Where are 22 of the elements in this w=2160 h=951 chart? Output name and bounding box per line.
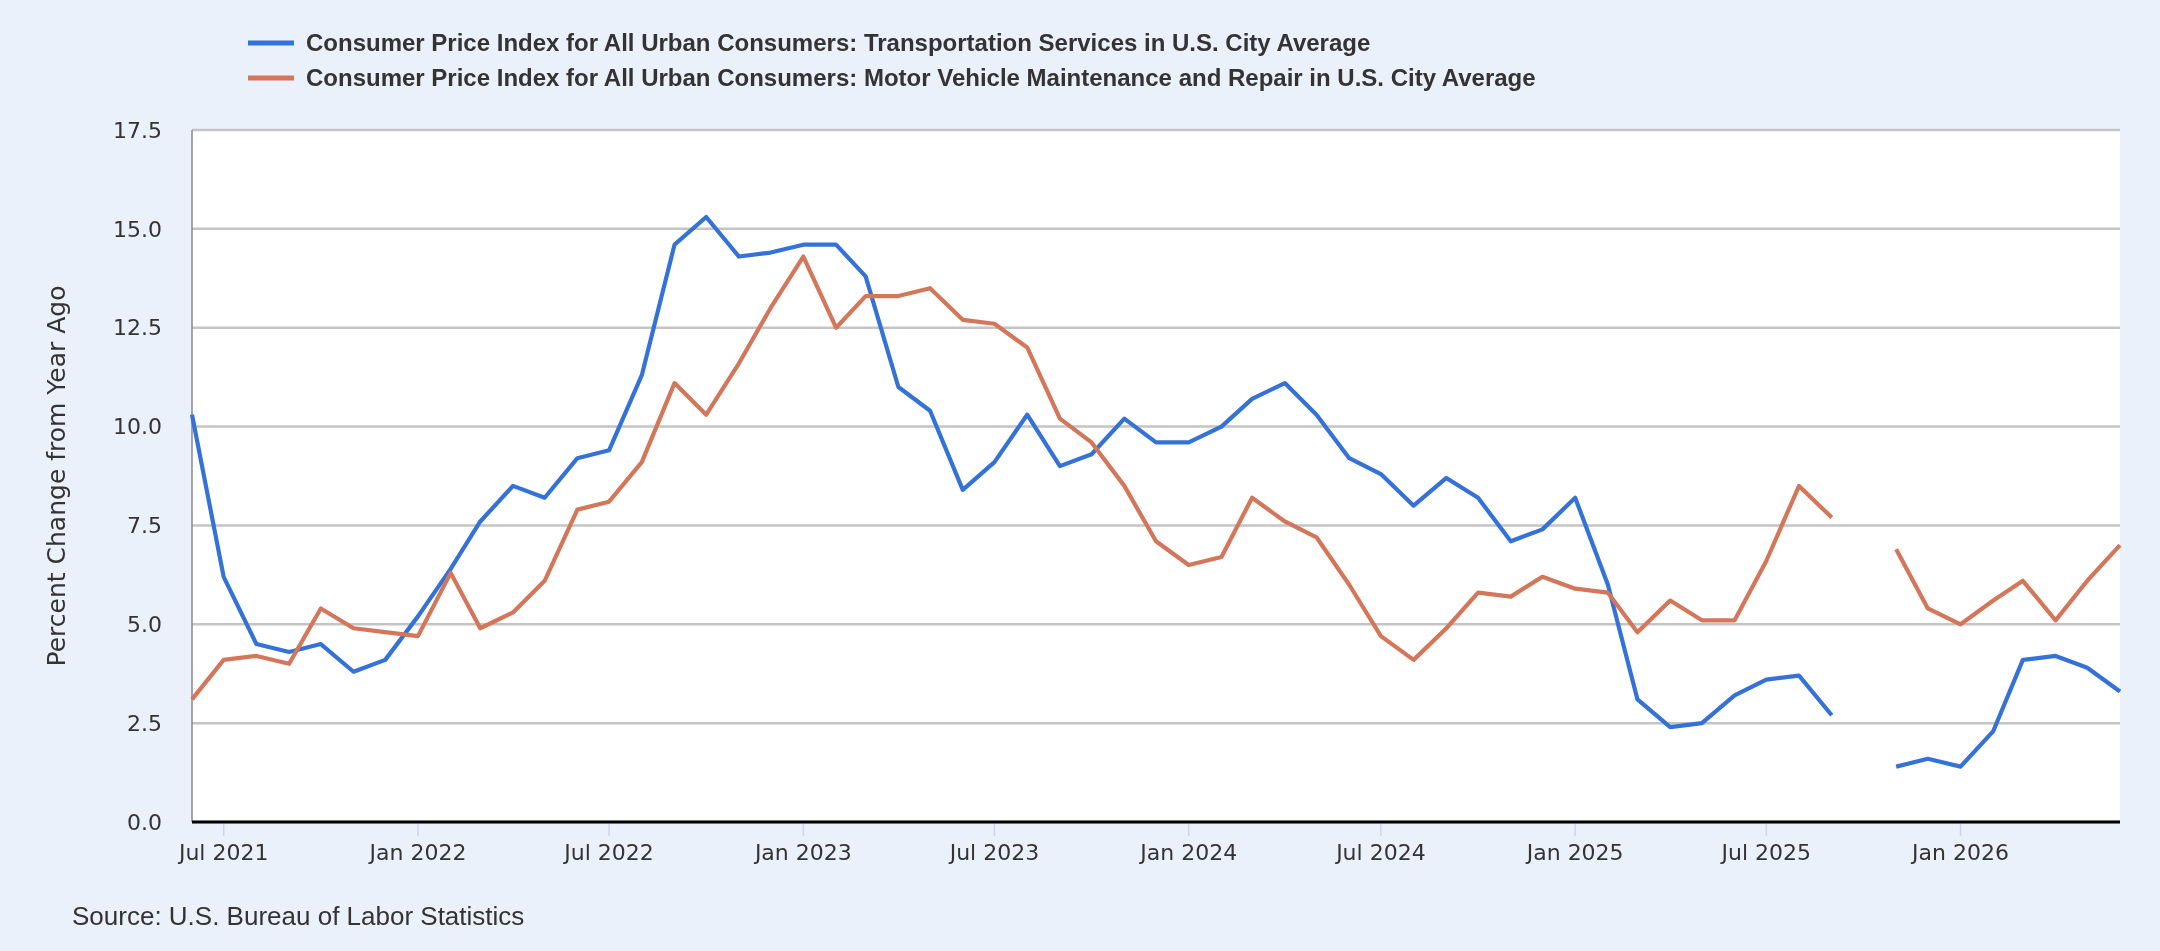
y-tick-label: 5.0 — [127, 611, 162, 637]
x-tick-label: Jul 2025 — [1719, 839, 1812, 865]
x-tick-label: Jan 2024 — [1138, 839, 1238, 865]
y-tick-label: 0.0 — [127, 809, 162, 835]
x-tick-label: Jul 2023 — [947, 839, 1040, 865]
x-tick-label: Jan 2025 — [1524, 839, 1624, 865]
y-tick-label: 15.0 — [113, 216, 162, 242]
y-tick-label: 12.5 — [113, 315, 162, 341]
x-tick-label: Jul 2021 — [176, 839, 269, 865]
legend-label: Consumer Price Index for All Urban Consumers: Transportation Services in U.S. City Average — [306, 29, 1371, 57]
x-tick-label: Jan 2026 — [1910, 839, 2010, 865]
legend-label: Consumer Price Index for All Urban Consumers: Motor Vehicle Maintenance and Repair in U.S. City Average — [306, 64, 1536, 92]
y-tick-label: 17.5 — [113, 117, 162, 143]
source-note: Source: U.S. Bureau of Labor Statistics — [72, 901, 525, 932]
x-tick-label: Jan 2023 — [752, 839, 852, 865]
x-tick-label: Jan 2022 — [367, 839, 467, 865]
y-tick-label: 10.0 — [113, 414, 162, 440]
y-axis-title: Percent Change from Year Ago — [41, 285, 71, 667]
x-tick-label: Jul 2024 — [1334, 839, 1426, 865]
y-tick-label: 2.5 — [127, 710, 162, 736]
x-tick-label: Jul 2022 — [562, 839, 654, 865]
y-tick-label: 7.5 — [127, 513, 162, 539]
